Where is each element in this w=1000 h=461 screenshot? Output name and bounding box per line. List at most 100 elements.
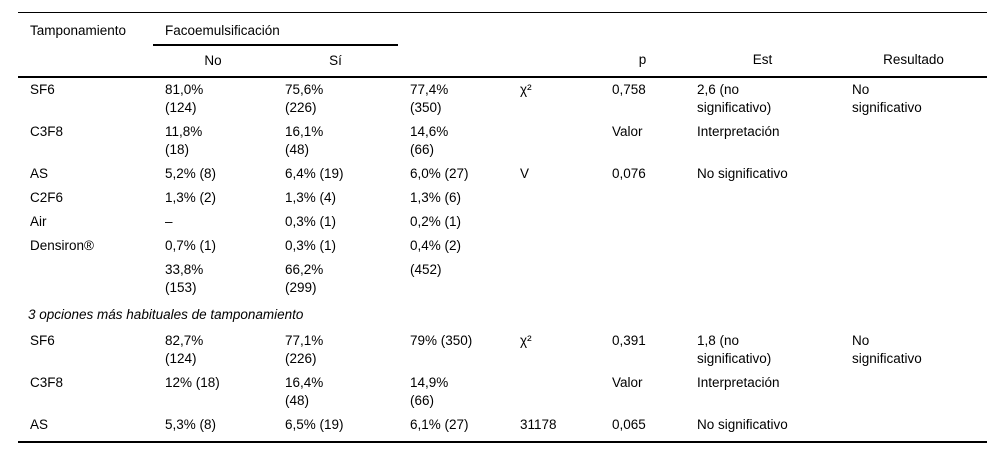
cell-no: 1,3% (2) [165,190,217,205]
cell-resultado [840,413,987,442]
table-header: Tamponamiento Facoemulsificación No Sí p… [18,12,988,78]
cell-p [600,210,685,234]
cell-stat: χ² [520,333,532,348]
cell-si: 16,4% (48) [285,375,324,408]
cell-resultado: No significativo [852,82,922,115]
cell-si: 1,3% (4) [285,190,337,205]
column-header-total [398,13,508,46]
cell-stat [508,234,600,258]
cell-total: 14,6% (66) [410,124,449,157]
cell-total: 6,1% (27) [410,417,469,432]
cell-p: 0,758 [612,82,646,97]
cell-si: 6,5% (19) [285,417,344,432]
cell-no: 0,7% (1) [165,238,217,253]
cell-stat: χ² [520,82,532,97]
cell-p: Valor [612,124,643,139]
row-label: Densiron® [30,238,94,253]
cell-si: 0,3% (1) [285,214,337,229]
cell-no: 5,2% (8) [165,166,217,181]
column-header-no: No [153,45,273,78]
cell-si: 6,4% (19) [285,166,344,181]
cell-est [685,186,840,210]
cell-p: Valor [612,375,643,390]
cell-stat [508,120,600,162]
table-row-as: AS 5,2% (8) 6,4% (19) 6,0% (27) V 0,076 … [18,162,987,186]
cell-stat: 31178 [520,417,557,432]
table-row-sf6: SF6 81,0% (124) 75,6% (226) 77,4% (350) … [18,77,987,120]
cell-stat [508,258,600,300]
cell-si: 77,1% (226) [285,333,324,366]
cell-no: 33,8% (153) [165,262,204,295]
cell-no: 5,3% (8) [165,417,217,432]
cell-resultado [840,120,987,162]
cell-total: (452) [410,262,442,277]
section-title: 3 opciones más habituales de tamponamien… [28,307,304,322]
header-spacer-est [685,13,840,46]
cell-resultado [840,371,987,413]
statistics-table: Tamponamiento Facoemulsificación No Sí p… [18,12,988,443]
header-empty [508,45,601,78]
table-row-densiron: Densiron® 0,7% (1) 0,3% (1) 0,4% (2) [18,234,987,258]
cell-resultado: No significativo [852,333,922,366]
header-empty [398,45,509,78]
row-label: Air [30,214,47,229]
cell-total: 14,9% (66) [410,375,449,408]
cell-si: 0,3% (1) [285,238,337,253]
cell-est [685,258,840,300]
cell-no: 11,8% (18) [165,124,203,157]
column-header-tamponamiento: Tamponamiento [30,23,127,38]
cell-est [685,210,840,234]
table-body: SF6 81,0% (124) 75,6% (226) 77,4% (350) … [18,77,987,442]
table-row-totals: 33,8% (153) 66,2% (299) (452) [18,258,987,300]
column-header-stat [508,13,600,46]
cell-p: 0,391 [612,333,646,348]
cell-stat [508,371,600,413]
row-label: AS [30,417,49,432]
cell-stat [508,186,600,210]
cell-p [600,234,685,258]
header-spacer-p [600,13,685,46]
row-label: AS [30,166,49,181]
table-row-c3f8-top3: C3F8 12% (18) 16,4% (48) 14,9% (66) Valo… [18,371,987,413]
cell-total: 1,3% (6) [410,190,462,205]
cell-total: 0,4% (2) [410,238,462,253]
row-label: SF6 [30,333,55,348]
cell-p [600,186,685,210]
cell-est [685,234,840,258]
cell-total: 6,0% (27) [410,166,469,181]
cell-p: 0,065 [612,417,646,432]
column-group-facoemulsificacion: Facoemulsificación [153,12,399,46]
table-row-as-top3: AS 5,3% (8) 6,5% (19) 6,1% (27) 31178 0,… [18,413,987,442]
table-row-sf6-top3: SF6 82,7% (124) 77,1% (226) 79% (350) χ²… [18,329,987,371]
table-row-air: Air – 0,3% (1) 0,2% (1) [18,210,987,234]
row-label: C3F8 [30,124,64,139]
cell-resultado [840,234,987,258]
cell-est: 2,6 (no significativo) [697,82,772,115]
cell-resultado [840,258,987,300]
column-header-est: Est [685,45,841,78]
table-row-c2f6: C2F6 1,3% (2) 1,3% (4) 1,3% (6) [18,186,987,210]
cell-stat: V [520,166,530,181]
cell-resultado [840,210,987,234]
column-header-p: p [600,45,686,78]
header-sub-row: No Sí p Est Resultado [18,45,988,78]
cell-total: 0,2% (1) [410,214,462,229]
cell-si: 16,1% (48) [285,124,324,157]
header-group-row: Tamponamiento Facoemulsificación [18,12,987,46]
row-label: C3F8 [30,375,64,390]
cell-si: 66,2% (299) [285,262,324,295]
cell-est: 1,8 (no significativo) [697,333,772,366]
cell-no: 82,7% (124) [165,333,204,366]
cell-no: 81,0% (124) [165,82,204,115]
section-title-row: 3 opciones más habituales de tamponamien… [18,300,987,329]
cell-est: No significativo [697,166,788,181]
cell-est: Interpretación [697,124,780,139]
cell-est: No significativo [697,417,788,432]
cell-si: 75,6% (226) [285,82,324,115]
cell-no: – [165,214,173,229]
table-container: Tamponamiento Facoemulsificación No Sí p… [18,12,988,443]
cell-no: 12% (18) [165,375,220,390]
cell-est: Interpretación [697,375,780,390]
cell-resultado [840,162,987,186]
